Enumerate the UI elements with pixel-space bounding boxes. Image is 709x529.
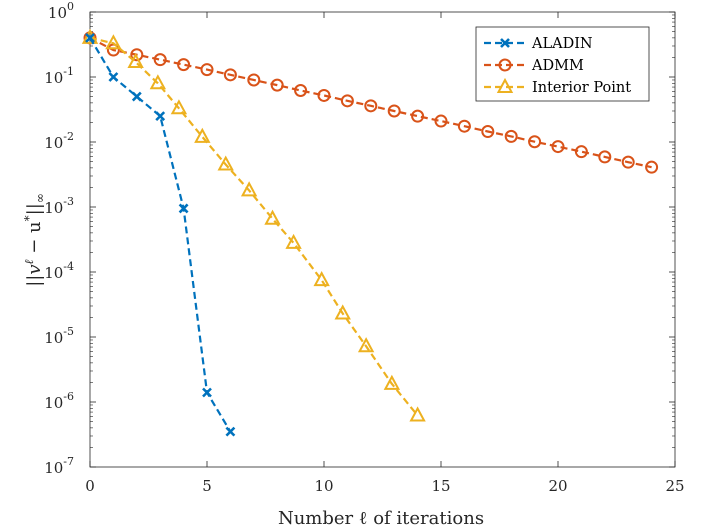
data-point (364, 99, 378, 113)
x-tick-label: 20 (548, 477, 567, 495)
y-tick-label: 10-1 (44, 65, 74, 87)
data-point (313, 271, 330, 287)
data-point (223, 68, 237, 82)
data-point (200, 63, 214, 77)
y-tick-label: 10-2 (44, 130, 74, 152)
data-point (130, 48, 144, 62)
legend-marker (498, 58, 512, 72)
y-axis-label: ||vℓ − u*||∞ (22, 193, 47, 287)
series-line (89, 36, 419, 417)
x-tick-labels: 0 5 10 15 20 25 (85, 477, 684, 495)
x-tick-label: 25 (665, 477, 684, 495)
data-point (177, 58, 191, 72)
legend-label-admm: ADMM (531, 58, 584, 74)
data-point (434, 114, 448, 128)
data-point (383, 374, 401, 390)
y-tick-label: 10-3 (44, 195, 74, 217)
y-tick-label: 100 (48, 0, 74, 22)
data-point (81, 28, 99, 44)
data-point (131, 91, 142, 102)
data-point (217, 155, 234, 171)
x-axis-label: Number ℓ of iterations (278, 508, 484, 529)
data-point (645, 160, 659, 174)
legend: ALADIN ADMM Interior Point (475, 26, 650, 102)
data-point (409, 406, 426, 422)
series-interior-point (81, 28, 426, 422)
data-point (621, 155, 635, 169)
y-tick-label: 10-7 (44, 455, 74, 477)
data-point (574, 145, 588, 159)
data-point (105, 34, 122, 50)
legend-box (475, 26, 650, 102)
data-point (170, 99, 188, 115)
data-point (153, 53, 167, 67)
legend-marker (500, 38, 510, 48)
data-point (481, 125, 495, 139)
data-point (85, 32, 95, 43)
x-tick-label: 0 (85, 477, 95, 495)
data-point (225, 426, 236, 437)
y-tick-labels: 100 10-1 10-2 10-3 10-4 10-5 10-6 10-7 (44, 0, 74, 477)
data-point (551, 140, 565, 154)
x-tick-label: 10 (314, 477, 333, 495)
series-layer (81, 28, 659, 437)
data-point (108, 72, 119, 82)
y-tick-label: 10-4 (44, 260, 74, 282)
data-point (285, 233, 302, 249)
axis-ticks (89, 11, 676, 468)
y-tick-label: 10-5 (44, 325, 74, 347)
data-point (194, 127, 211, 143)
data-point (178, 203, 189, 214)
x-tick-label: 15 (431, 477, 450, 495)
data-point (202, 387, 212, 398)
data-point (155, 111, 166, 122)
data-point (334, 304, 351, 320)
x-tick-label: 5 (202, 477, 212, 495)
data-point (149, 74, 167, 90)
legend-marker (496, 77, 514, 93)
data-point (294, 83, 308, 97)
series-aladin (85, 32, 236, 437)
data-point (247, 73, 261, 87)
series-line (89, 36, 652, 169)
legend-label-aladin: ALADIN (531, 36, 593, 52)
data-point (387, 104, 401, 118)
data-point (340, 94, 354, 108)
data-point (504, 129, 518, 143)
data-point (357, 337, 375, 353)
data-point (457, 119, 471, 133)
data-point (411, 109, 425, 123)
legend-label-interior-point: Interior Point (532, 80, 631, 96)
data-point (528, 135, 542, 149)
data-point (270, 78, 284, 92)
series-admm (83, 31, 659, 174)
data-point (127, 52, 144, 69)
data-point (598, 150, 612, 164)
legend-items (484, 38, 526, 93)
data-point (240, 181, 258, 197)
y-tick-label: 10-6 (44, 390, 74, 412)
data-point (264, 209, 281, 225)
data-point (317, 88, 331, 102)
